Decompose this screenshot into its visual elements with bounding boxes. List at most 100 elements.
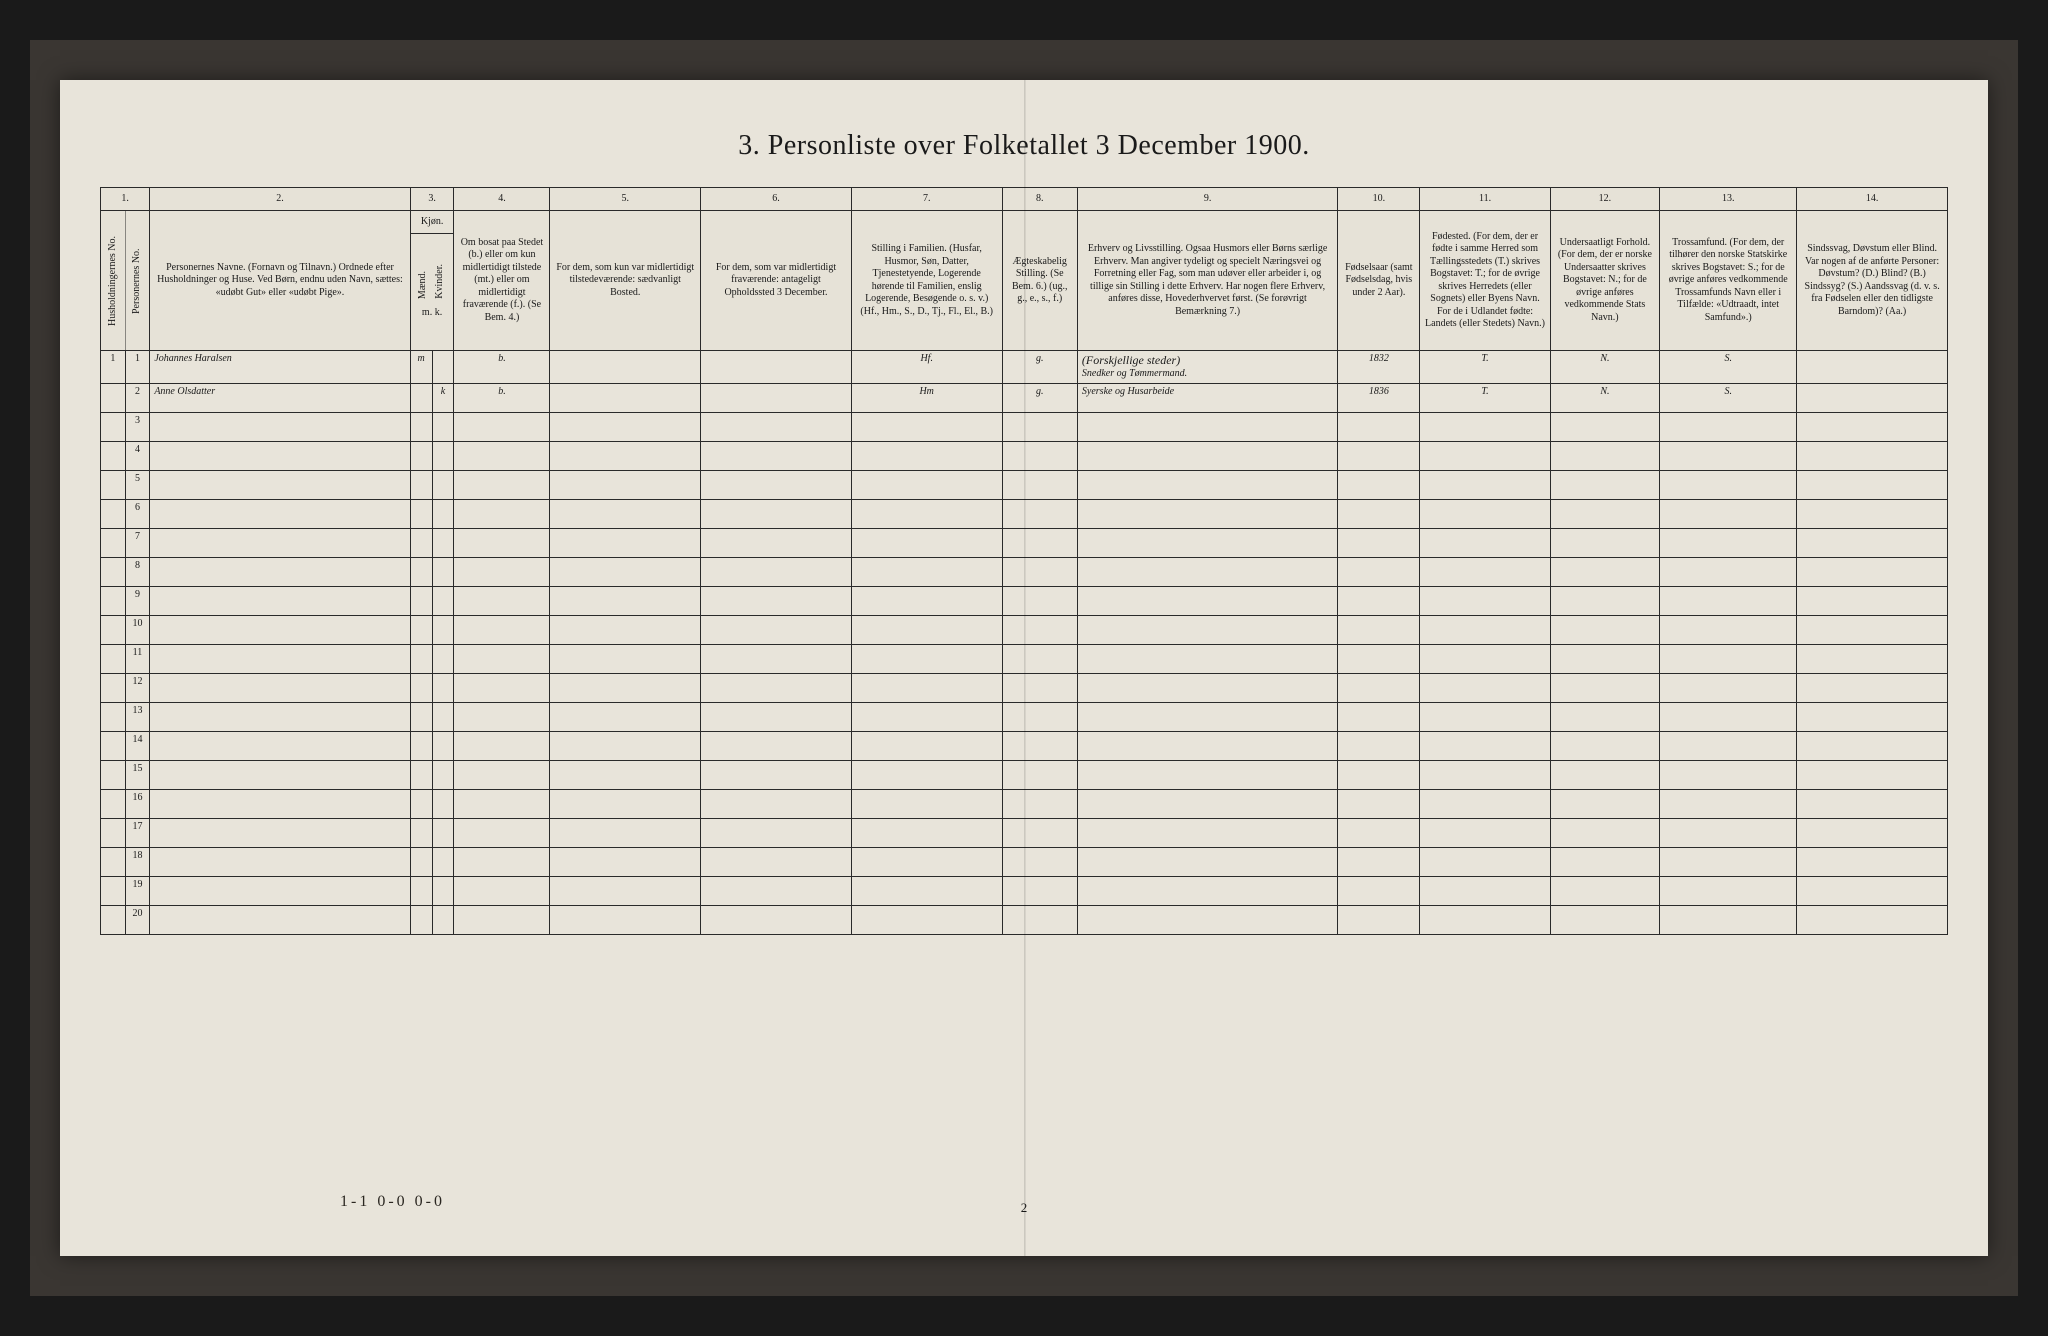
header-mk: Mænd. Kvinder. m. k. <box>410 234 454 351</box>
cell <box>150 412 410 441</box>
cell <box>1420 731 1550 760</box>
cell <box>454 760 550 789</box>
cell <box>1338 644 1420 673</box>
cell <box>851 673 1002 702</box>
cell <box>1338 731 1420 760</box>
scan-frame: 3. Personliste over Folketallet 3 Decemb… <box>30 40 2018 1296</box>
cell <box>150 586 410 615</box>
cell: Syerske og Husarbeide <box>1077 383 1337 412</box>
cell <box>1550 615 1660 644</box>
cell <box>1338 615 1420 644</box>
cell <box>1077 905 1337 934</box>
cell: g. <box>1002 383 1077 412</box>
cell: 17 <box>125 818 150 847</box>
cell <box>1660 905 1797 934</box>
cell <box>410 615 432 644</box>
cell <box>1797 876 1948 905</box>
cell: 18 <box>125 847 150 876</box>
cell <box>432 412 454 441</box>
cell <box>1550 557 1660 586</box>
cell <box>432 557 454 586</box>
cell <box>410 383 432 412</box>
cell <box>701 470 852 499</box>
cell <box>1797 557 1948 586</box>
cell <box>150 702 410 731</box>
cell <box>550 847 701 876</box>
cell <box>1002 847 1077 876</box>
cell <box>550 441 701 470</box>
cell <box>150 644 410 673</box>
cell <box>1002 499 1077 528</box>
cell <box>1077 789 1337 818</box>
cell <box>851 876 1002 905</box>
cell: b. <box>454 383 550 412</box>
cell: 15 <box>125 760 150 789</box>
cell <box>1002 702 1077 731</box>
cell <box>550 673 701 702</box>
cell <box>1002 673 1077 702</box>
cell <box>701 760 852 789</box>
cell: 5 <box>125 470 150 499</box>
cell <box>701 441 852 470</box>
header-c10: Fødselsaar (samt Fødselsdag, hvis under … <box>1338 211 1420 351</box>
cell <box>410 905 432 934</box>
cell <box>1420 499 1550 528</box>
cell <box>1550 847 1660 876</box>
cell <box>1338 876 1420 905</box>
cell <box>701 905 852 934</box>
cell <box>701 818 852 847</box>
footer-tally: 1-1 0-0 0-0 <box>340 1193 445 1211</box>
cell <box>1077 644 1337 673</box>
cell <box>410 847 432 876</box>
cell <box>1338 818 1420 847</box>
cell <box>101 847 126 876</box>
cell <box>1077 760 1337 789</box>
header-sex: Kjøn. <box>410 211 454 234</box>
cell <box>454 615 550 644</box>
cell <box>550 412 701 441</box>
cell <box>410 818 432 847</box>
cell <box>1338 557 1420 586</box>
cell <box>851 615 1002 644</box>
cell <box>1338 412 1420 441</box>
cell <box>701 731 852 760</box>
cell <box>1077 847 1337 876</box>
cell: 10 <box>125 615 150 644</box>
cell <box>1420 789 1550 818</box>
cell <box>1420 644 1550 673</box>
cell <box>1660 586 1797 615</box>
cell <box>454 586 550 615</box>
cell <box>101 586 126 615</box>
cell <box>1420 528 1550 557</box>
cell <box>1797 615 1948 644</box>
cell <box>410 499 432 528</box>
colnum-6: 6. <box>701 188 852 211</box>
cell: Hf. <box>851 351 1002 384</box>
cell <box>1660 644 1797 673</box>
cell: 16 <box>125 789 150 818</box>
cell <box>1420 586 1550 615</box>
header-bosat: Om bosat paa Stedet (b.) eller om kun mi… <box>454 211 550 351</box>
cell <box>1338 441 1420 470</box>
cell <box>1550 586 1660 615</box>
header-pnum: Personernes No. <box>125 211 150 351</box>
cell: T. <box>1420 351 1550 384</box>
cell <box>1077 557 1337 586</box>
cell: 2 <box>125 383 150 412</box>
cell <box>1077 876 1337 905</box>
cell <box>550 905 701 934</box>
colnum-13: 13. <box>1660 188 1797 211</box>
cell <box>550 702 701 731</box>
cell <box>851 847 1002 876</box>
cell <box>1797 673 1948 702</box>
cell <box>550 528 701 557</box>
book-spine <box>1024 80 1026 1256</box>
cell <box>432 528 454 557</box>
cell <box>101 470 126 499</box>
colnum-1: 1. <box>101 188 150 211</box>
cell <box>1077 818 1337 847</box>
cell <box>410 470 432 499</box>
cell <box>1002 470 1077 499</box>
cell <box>410 528 432 557</box>
cell <box>1797 644 1948 673</box>
